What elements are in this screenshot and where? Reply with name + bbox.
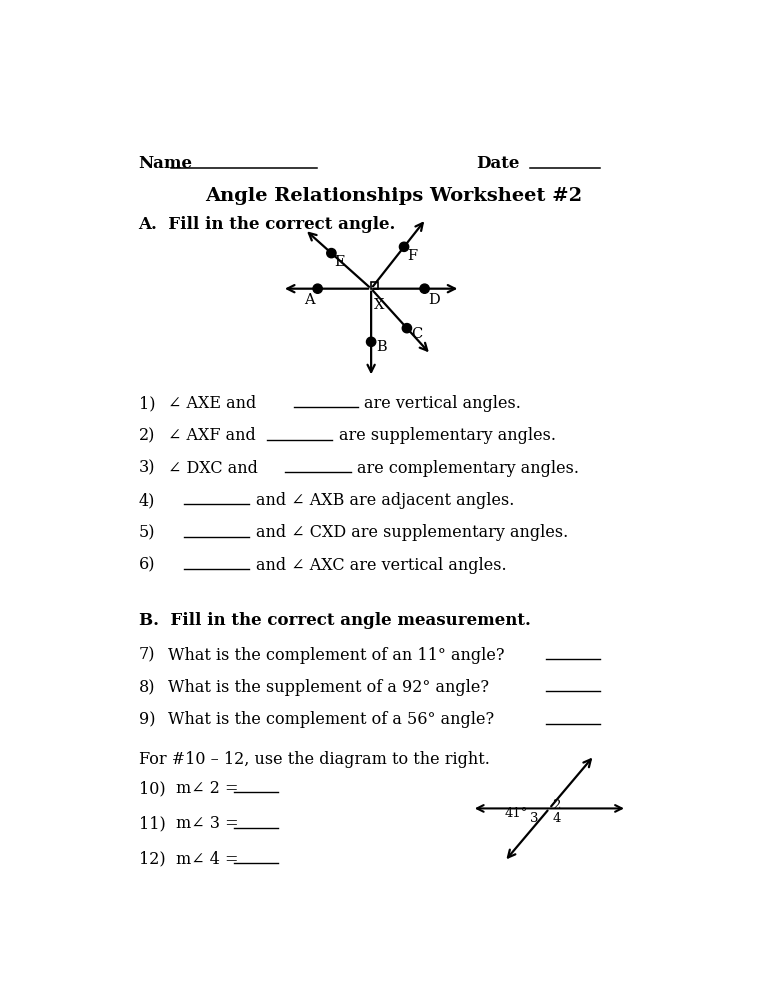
- Text: 8): 8): [139, 679, 155, 696]
- Text: D: D: [429, 292, 440, 306]
- Circle shape: [326, 248, 336, 257]
- Text: m∠ 4 =: m∠ 4 =: [176, 851, 238, 868]
- Text: are complementary angles.: are complementary angles.: [357, 459, 579, 476]
- Text: Angle Relationships Worksheet #2: Angle Relationships Worksheet #2: [205, 187, 582, 205]
- Text: 41°: 41°: [505, 807, 528, 820]
- Text: B: B: [376, 340, 386, 354]
- Text: 9): 9): [139, 712, 155, 729]
- Text: C: C: [412, 327, 423, 341]
- Circle shape: [402, 323, 412, 333]
- Text: E: E: [335, 255, 345, 269]
- Circle shape: [313, 284, 323, 293]
- Text: 7): 7): [139, 647, 155, 664]
- Text: For #10 – 12, use the diagram to the right.: For #10 – 12, use the diagram to the rig…: [139, 750, 489, 767]
- Text: What is the supplement of a 92° angle?: What is the supplement of a 92° angle?: [168, 679, 489, 696]
- Text: m∠ 2 =: m∠ 2 =: [176, 780, 238, 797]
- Text: 4: 4: [552, 811, 561, 824]
- Text: 12): 12): [139, 851, 165, 868]
- Text: 6): 6): [139, 557, 155, 574]
- Text: 5): 5): [139, 524, 155, 542]
- Text: 3): 3): [139, 459, 155, 476]
- Text: B.  Fill in the correct angle measurement.: B. Fill in the correct angle measurement…: [139, 612, 531, 629]
- Text: are vertical angles.: are vertical angles.: [364, 395, 521, 412]
- Circle shape: [366, 337, 376, 347]
- Text: 11): 11): [139, 815, 165, 832]
- Text: 1): 1): [139, 395, 155, 412]
- Text: What is the complement of a 56° angle?: What is the complement of a 56° angle?: [168, 712, 494, 729]
- Text: ∠ AXF and: ∠ AXF and: [168, 427, 256, 444]
- Text: and ∠ AXC are vertical angles.: and ∠ AXC are vertical angles.: [256, 557, 506, 574]
- Bar: [371, 281, 378, 288]
- Text: and ∠ CXD are supplementary angles.: and ∠ CXD are supplementary angles.: [256, 524, 568, 542]
- Text: A.  Fill in the correct angle.: A. Fill in the correct angle.: [139, 216, 396, 233]
- Text: m∠ 3 =: m∠ 3 =: [176, 815, 238, 832]
- Text: X: X: [373, 298, 384, 312]
- Text: 2): 2): [139, 427, 155, 444]
- Text: 10): 10): [139, 780, 165, 797]
- Text: What is the complement of an 11° angle?: What is the complement of an 11° angle?: [168, 647, 505, 664]
- Text: ∠ AXE and: ∠ AXE and: [168, 395, 257, 412]
- Circle shape: [399, 243, 409, 251]
- Text: are supplementary angles.: are supplementary angles.: [339, 427, 555, 444]
- Text: ∠ DXC and: ∠ DXC and: [168, 459, 258, 476]
- Text: A: A: [303, 292, 314, 306]
- Text: 3: 3: [530, 811, 538, 824]
- Text: and ∠ AXB are adjacent angles.: and ∠ AXB are adjacent angles.: [256, 492, 514, 509]
- Circle shape: [420, 284, 429, 293]
- Text: Name: Name: [139, 155, 193, 173]
- Text: Date: Date: [475, 155, 519, 173]
- Text: 4): 4): [139, 492, 155, 509]
- Text: F: F: [407, 249, 417, 263]
- Text: 2: 2: [552, 799, 561, 812]
